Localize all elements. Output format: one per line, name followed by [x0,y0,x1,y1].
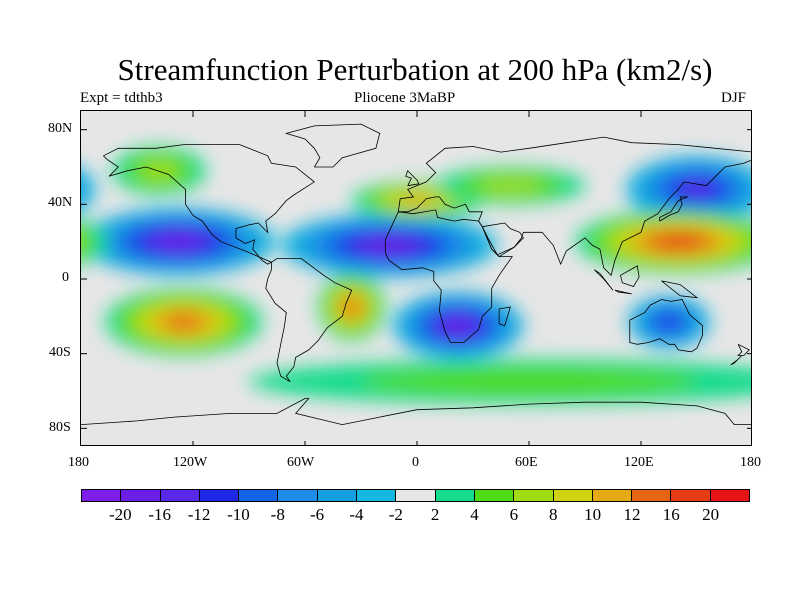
coastline [659,196,688,222]
colorbar-swatch [82,490,122,501]
colorbar-swatch [278,490,318,501]
colorbar-label: 2 [430,505,440,524]
colorbar-label: -16 [148,505,172,524]
colorbar-label: -2 [388,505,403,524]
lon-label-120w: 120W [173,455,208,470]
coastline [481,222,524,256]
experiment-label: Expt = tdthb3 [80,90,163,106]
season-label: DJF [721,90,747,106]
colorbar-label: -6 [310,505,325,524]
colorbar-swatch [199,490,240,501]
colorbar-swatch [435,490,475,501]
colorbar-label: 6 [509,505,519,524]
colorbar-swatch [317,490,358,501]
colorbar-label: -10 [227,505,250,524]
colorbar-label: -4 [349,505,364,524]
period-label: Pliocene 3MaBP [354,90,456,106]
lat-label-40n: 40N [48,195,73,210]
coastline [614,289,632,295]
coastline [265,258,353,383]
lon-label-180e: 180 [740,455,761,470]
colorbar-swatch [396,490,436,501]
contour-band [445,318,472,333]
map-plot-area [80,110,752,446]
contour-band [657,314,681,330]
coastline [620,265,640,287]
colorbar-label: 8 [548,505,558,524]
lat-label-80n: 80N [48,121,73,136]
contour-band [81,179,86,200]
contour-band [165,314,202,330]
coastline [103,144,315,265]
colorbar-label: 12 [623,505,641,524]
colorbar-swatch [632,490,672,501]
colorbar-swatch [121,490,161,501]
coastline [398,159,751,277]
colorbar-swatch [239,490,279,501]
streamfunction-map [81,111,751,445]
coastline [594,269,614,291]
colorbar-label: -8 [270,505,285,524]
colorbar-swatch [160,490,200,501]
contour-band [81,226,96,257]
lon-label-60w: 60W [287,455,315,470]
colorbar [81,489,750,502]
coastline [661,280,699,299]
coastline [284,123,381,168]
colorbar-swatch [710,490,750,501]
coastline [81,398,751,426]
contour-band [478,177,543,194]
lat-label-80s: 80S [49,420,71,435]
contour-band [343,299,360,315]
contour-band [361,368,697,396]
contour-band [139,160,180,182]
contour-band [399,195,435,206]
lon-label-180w: 180 [68,455,89,470]
colorbar-label: 16 [662,505,680,524]
lat-label-0: 0 [62,270,69,285]
colorbar-swatch [514,490,554,501]
colorbar-label: -12 [187,505,211,524]
coastline [737,343,750,356]
contour-band [81,168,96,211]
plot-title: Streamfunction Perturbation at 200 hPa (… [117,52,713,87]
coastline [730,355,743,366]
colorbar-swatch [671,490,711,501]
coastline [384,209,513,343]
lon-label-120e: 120E [624,455,654,470]
coastline [498,306,511,327]
colorbar-label: 20 [702,505,720,524]
lon-label-0: 0 [412,455,419,470]
colorbar-swatch [474,490,515,501]
contour-band [367,239,411,252]
colorbar-label: -20 [109,505,132,524]
colorbar-swatch [357,490,397,501]
colorbar-swatch [553,490,593,501]
contour-band [158,234,198,249]
colorbar-swatch [592,490,633,501]
coastline [397,136,751,212]
coastline [629,299,703,353]
contour-band [81,238,82,245]
lon-label-60e: 60E [515,455,538,470]
colorbar-label: 4 [470,505,479,524]
lat-label-40s: 40S [49,345,71,360]
contour-band [657,235,699,249]
colorbar-label: 10 [584,505,602,524]
coastline [405,169,420,187]
